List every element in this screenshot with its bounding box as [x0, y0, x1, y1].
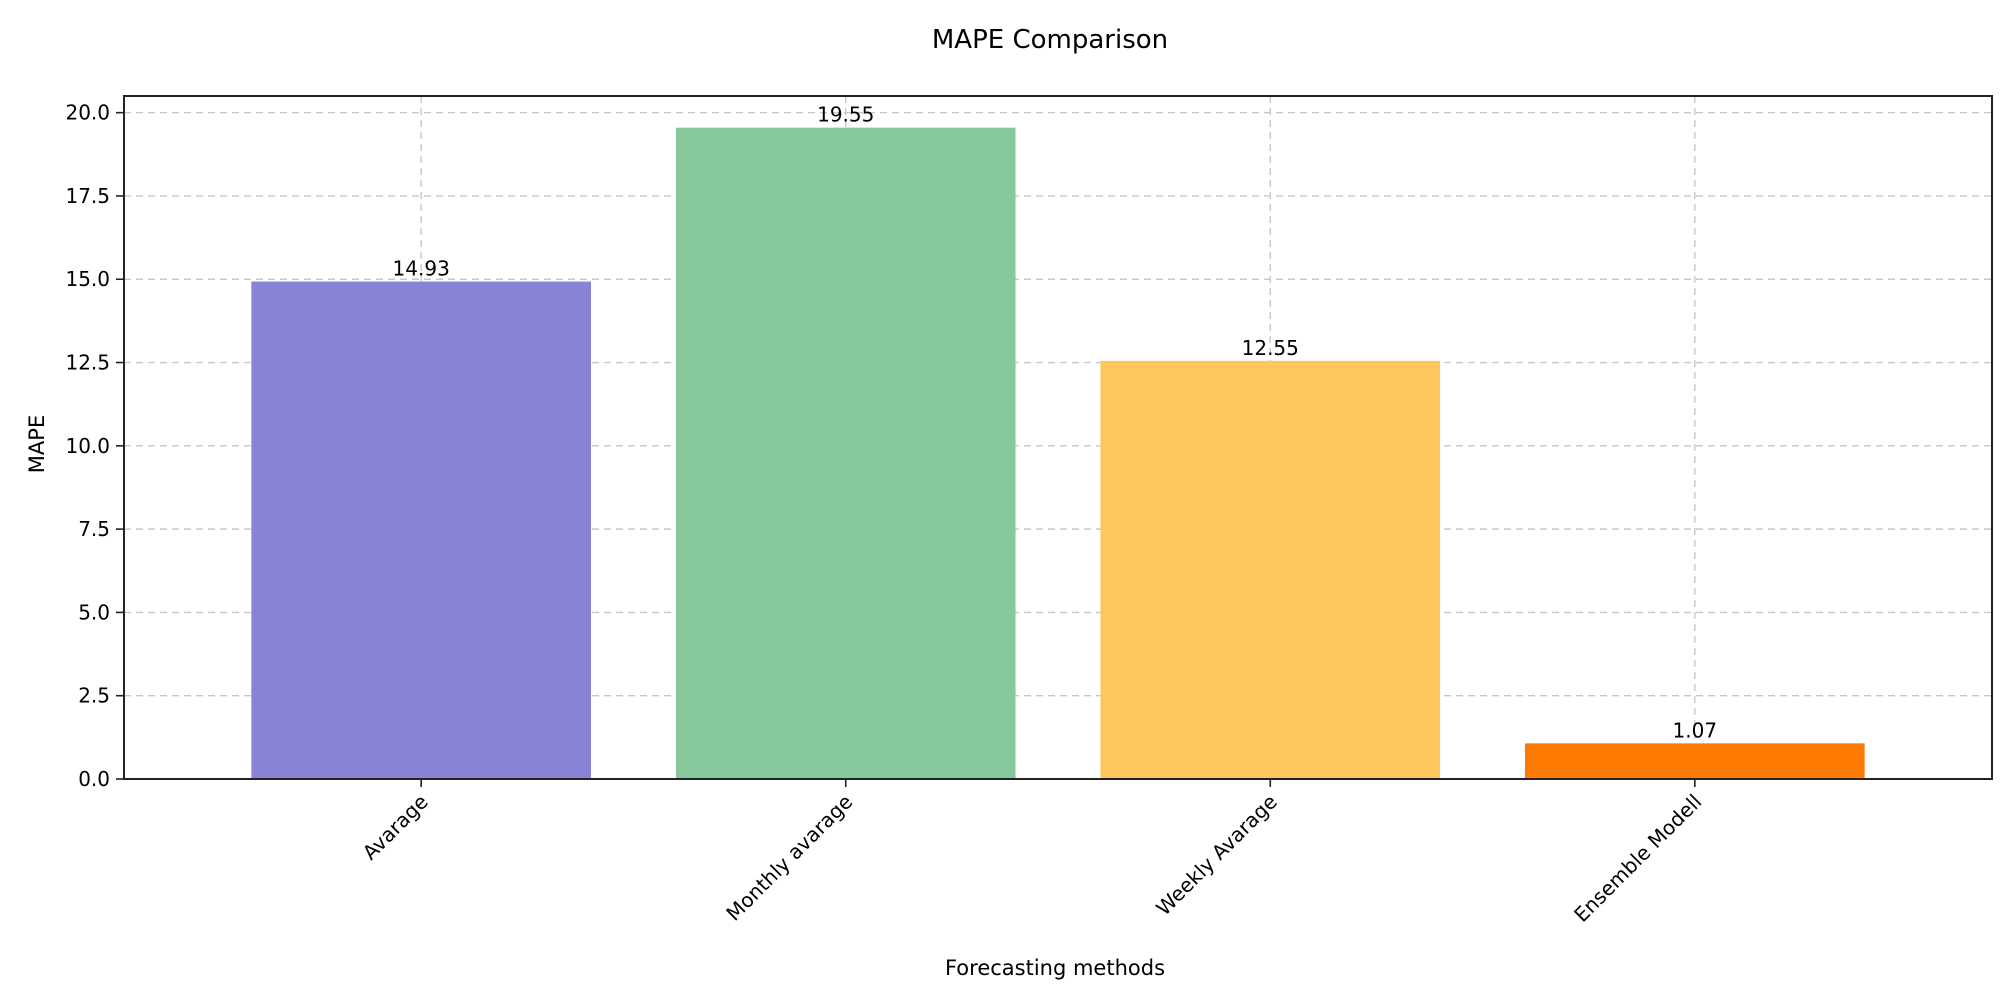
x-tick-label: Monthly avarage [721, 790, 857, 926]
bar [1525, 743, 1865, 779]
plot-frame [123, 95, 1993, 780]
data-labels: 14.93 19.55 12.55 1.07 [393, 103, 1718, 743]
y-axis-label: MAPE [25, 415, 49, 473]
bars [251, 127, 1865, 779]
bar-value-label: 19.55 [817, 103, 874, 127]
x-tick-label: Avarage [358, 790, 433, 865]
x-axis-label: Forecasting methods [945, 956, 1165, 980]
bar [251, 281, 591, 779]
y-tick-label: 5.0 [78, 600, 110, 624]
x-tick-label: Weekly Avarage [1151, 790, 1282, 921]
bar [1100, 360, 1441, 779]
y-tick-label: 2.5 [78, 684, 110, 708]
x-axis-ticks: Avarage Monthly avarage Weekly Avarage Ense… [358, 779, 1706, 927]
y-tick-label: 12.5 [65, 351, 110, 375]
bar-value-label: 14.93 [393, 257, 450, 281]
chart-title: MAPE Comparison [932, 25, 1168, 55]
y-tick-label: 17.5 [65, 184, 110, 208]
y-tick-label: 7.5 [78, 517, 110, 541]
y-tick-label: 15.0 [65, 267, 110, 291]
bar-value-label: 1.07 [1673, 718, 1718, 742]
x-tick-label: Ensemble Modell [1569, 790, 1706, 927]
y-tick-label: 0.0 [78, 767, 110, 791]
y-axis-ticks: 0.0 2.5 5.0 7.5 10.0 12.5 15.0 17.5 20.0 [65, 101, 124, 791]
y-tick-label: 10.0 [65, 434, 110, 458]
bar [675, 127, 1016, 779]
bar-value-label: 12.55 [1242, 336, 1299, 360]
y-tick-label: 20.0 [65, 101, 110, 125]
